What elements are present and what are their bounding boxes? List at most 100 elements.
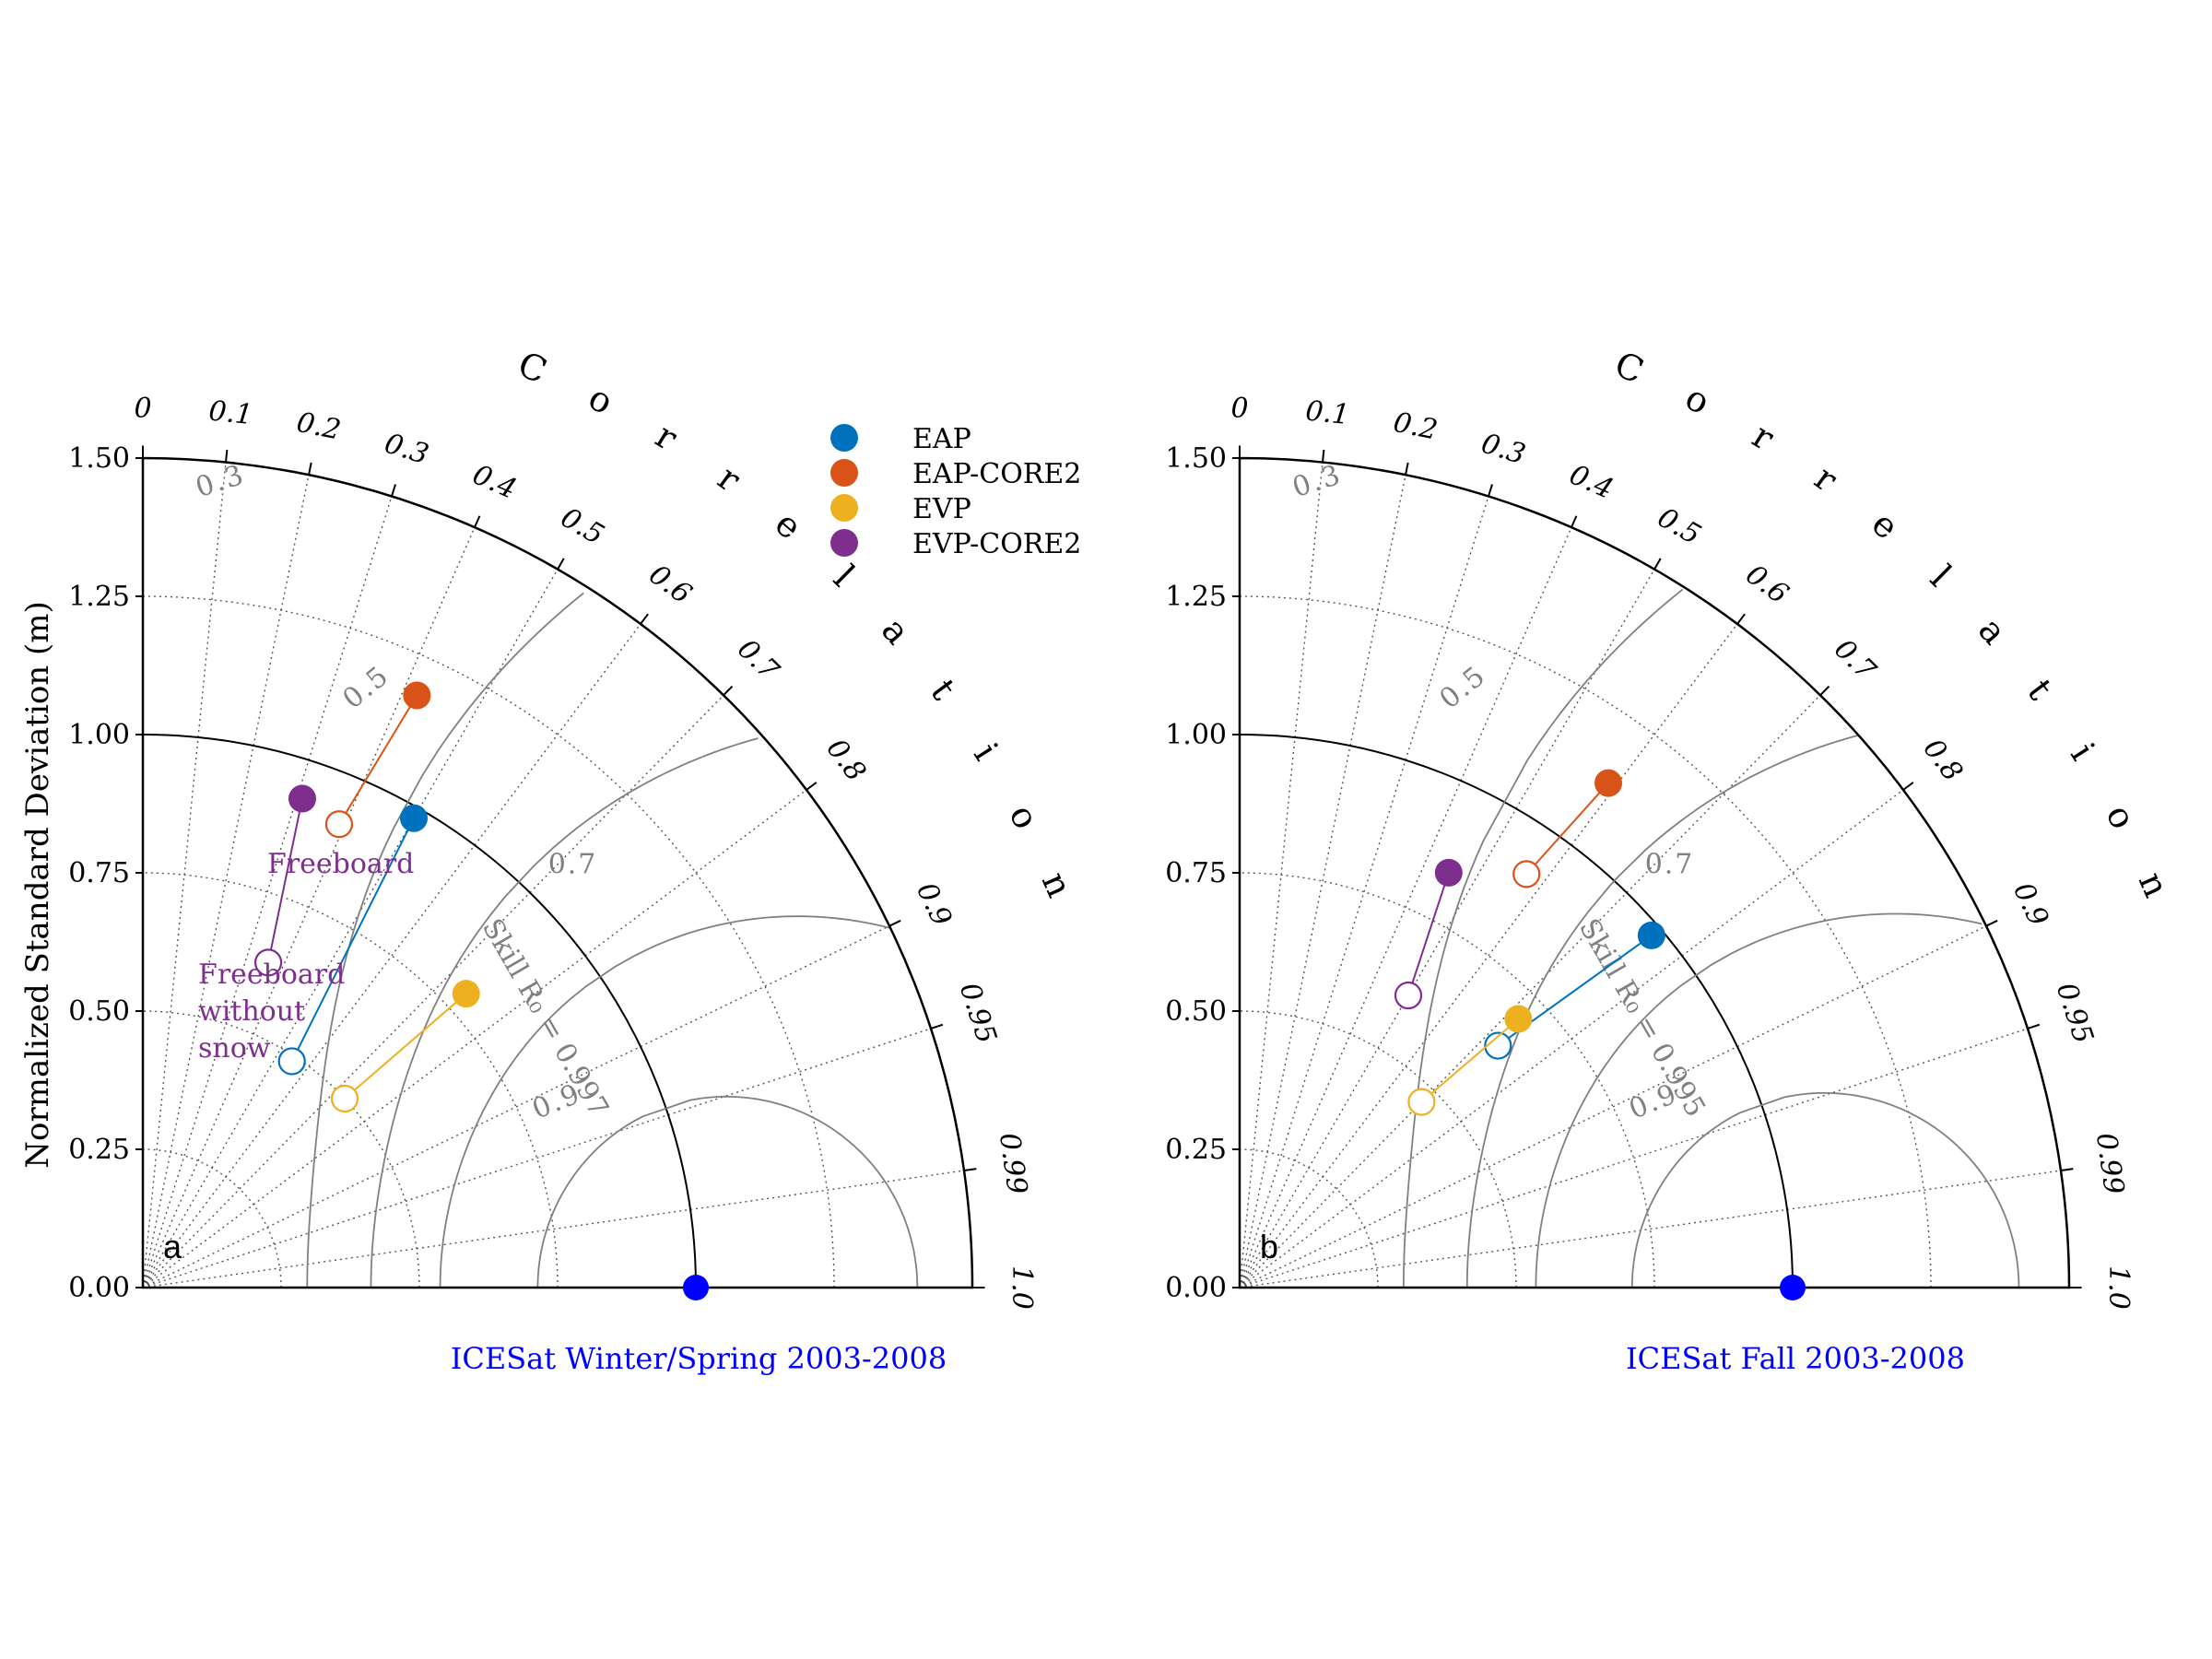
std-tick-label: 1.00 (68, 719, 130, 751)
correlation-axis-letter: t (2019, 672, 2060, 708)
correlation-axis-letter: C (1609, 344, 1650, 392)
std-tick-label: 1.25 (68, 581, 130, 613)
correlation-gridline (142, 526, 476, 1288)
correlation-axis-letter: e (768, 503, 810, 547)
correlation-tick-label: 0.1 (207, 394, 254, 431)
correlation-gridline (1239, 1170, 2062, 1288)
correlation-gridline (1239, 694, 1821, 1288)
correlation-axis-letter: t (923, 672, 963, 708)
series-connector (290, 818, 415, 1062)
correlation-tick (1405, 462, 1409, 476)
correlation-gridline (142, 1028, 932, 1288)
plot-frame (141, 456, 974, 1289)
correlation-tick-label: 0.99 (2089, 1131, 2130, 1196)
correlation-tick (888, 919, 901, 927)
std-unit-arc (1239, 734, 1794, 1288)
correlation-tick (2060, 1168, 2074, 1172)
skill-contour-label: 0.7 (1645, 848, 1695, 880)
correlation-tick (1571, 515, 1578, 528)
correlation-axis-letter: r (649, 415, 685, 458)
skill-contour (536, 1095, 919, 1288)
panel-label: b (1260, 1228, 1278, 1265)
legend-label: EAP (912, 423, 971, 455)
correlation-tick-label: 0.6 (643, 559, 698, 611)
correlation-tick-label: 0.8 (819, 733, 872, 787)
std-gridline (1239, 595, 1932, 1288)
correlation-axis-letter: i (966, 736, 1006, 768)
legend-marker (830, 529, 858, 557)
skill-contour (370, 737, 759, 1288)
point-freeboard (1434, 858, 1463, 887)
correlation-tick-label: 0.2 (1391, 406, 1441, 447)
std-tick-label: 1.50 (68, 442, 130, 475)
correlation-tick (1322, 449, 1325, 463)
correlation-tick-label: 0.3 (381, 428, 432, 472)
point-without-snow (324, 810, 354, 839)
correlation-axis-letter: n (1034, 866, 1080, 903)
correlation-axis-letter: o (1001, 798, 1047, 836)
panel-caption: ICESat Fall 2003-2008 (1626, 1341, 1965, 1376)
correlation-tick (930, 1023, 944, 1030)
point-freeboard (1594, 769, 1623, 797)
correlation-tick (2027, 1023, 2041, 1030)
point-freeboard (400, 804, 428, 832)
point-freeboard (403, 681, 431, 710)
series-connector (1407, 872, 1450, 996)
correlation-gridline (1239, 496, 1489, 1288)
std-gridline (142, 872, 559, 1288)
std-unit-arc (142, 734, 697, 1288)
series-connector (267, 798, 303, 963)
series-connector (1420, 1018, 1520, 1103)
correlation-axis-letter: C (512, 344, 553, 392)
correlation-tick-label: 0.8 (1916, 733, 1969, 787)
point-without-snow (330, 1084, 359, 1113)
point-freeboard (1637, 921, 1665, 949)
point-without-snow (1484, 1031, 1512, 1060)
correlation-tick (225, 449, 229, 463)
legend-label: EVP (912, 493, 971, 525)
panel-label: a (163, 1228, 182, 1265)
correlation-tick (1488, 484, 1494, 497)
correlation-axis-letter: i (2063, 736, 2103, 768)
std-gridline (1239, 1010, 1517, 1288)
skill-contour-label: 0.3 (1288, 458, 1346, 504)
legend-label: EAP-CORE2 (912, 458, 1081, 490)
correlation-tick-label: 0.7 (731, 633, 785, 688)
correlation-tick (474, 515, 481, 528)
correlation-axis-letter: r (711, 457, 748, 500)
point-without-snow (1407, 1088, 1436, 1116)
point-freeboard (1504, 1005, 1533, 1033)
correlation-gridline (1239, 526, 1572, 1288)
annotation-without-snow-line: without (198, 995, 305, 1028)
series-connector (338, 694, 418, 825)
correlation-axis-letter: r (1807, 457, 1845, 500)
skill-contour (439, 915, 889, 1288)
skill-contour (1630, 1092, 2020, 1288)
point-without-snow (253, 948, 283, 977)
correlation-axis-letter: a (874, 609, 918, 652)
correlation-tick-label: 0 (1230, 393, 1248, 425)
std-tick-label: 0.75 (1165, 857, 1227, 889)
annotation-without-snow-line: snow (198, 1032, 271, 1065)
correlation-gridline (142, 1170, 965, 1288)
correlation-tick (308, 462, 312, 476)
legend-marker (830, 494, 858, 522)
correlation-tick-label: 1.0 (1006, 1265, 1038, 1310)
correlation-tick (1653, 558, 1662, 571)
correlation-axis-letter: a (1971, 609, 2015, 652)
series-connector (344, 993, 467, 1100)
point-without-snow (1512, 860, 1541, 888)
skill-contour-label: 0.5 (1434, 659, 1493, 715)
correlation-axis-letter: o (2098, 798, 2144, 836)
skill-contour-label: 0.3 (192, 458, 249, 504)
correlation-tick-label: 0.4 (468, 459, 522, 506)
correlation-tick-label: 0.6 (1740, 559, 1794, 611)
correlation-gridline (142, 496, 393, 1288)
std-gridline (142, 595, 835, 1288)
skill-contour-label: 0.5 (337, 659, 396, 715)
correlation-tick (640, 613, 649, 625)
correlation-gridline (1239, 475, 1406, 1288)
correlation-axis-letter: o (1679, 377, 1717, 423)
